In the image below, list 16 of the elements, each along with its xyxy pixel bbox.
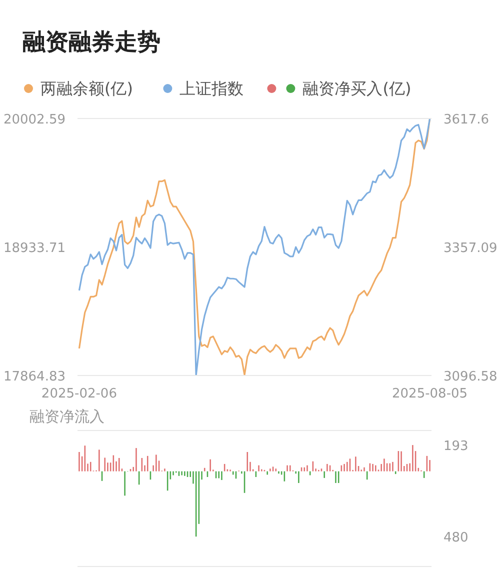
chart-title: 融资融券走势 [22, 30, 160, 56]
y-tick-label: 18933.71 [3, 241, 66, 256]
legend-label: 上证指数 [180, 79, 244, 98]
x-tick-label: 2025-02-06 [41, 386, 117, 402]
y2-tick-label: 3096.58 [444, 370, 498, 384]
line-series [78, 118, 431, 376]
y-tick-label: 193 [444, 439, 468, 454]
y2-tick-label: 3617.6 [444, 112, 489, 128]
legend-label: 两融余额(亿) [40, 79, 133, 98]
y2-tick-label: 3357.09 [444, 241, 498, 256]
y-tick-label: 17864.83 [3, 370, 66, 384]
chart-title: 融资净流入 [30, 408, 104, 426]
y-tick-label: 480 [444, 530, 468, 546]
x-tick-label: 2025-08-05 [392, 386, 468, 402]
legend-label: 融资净买入(亿) [302, 79, 412, 98]
y-tick-label: 20002.59 [3, 112, 66, 128]
